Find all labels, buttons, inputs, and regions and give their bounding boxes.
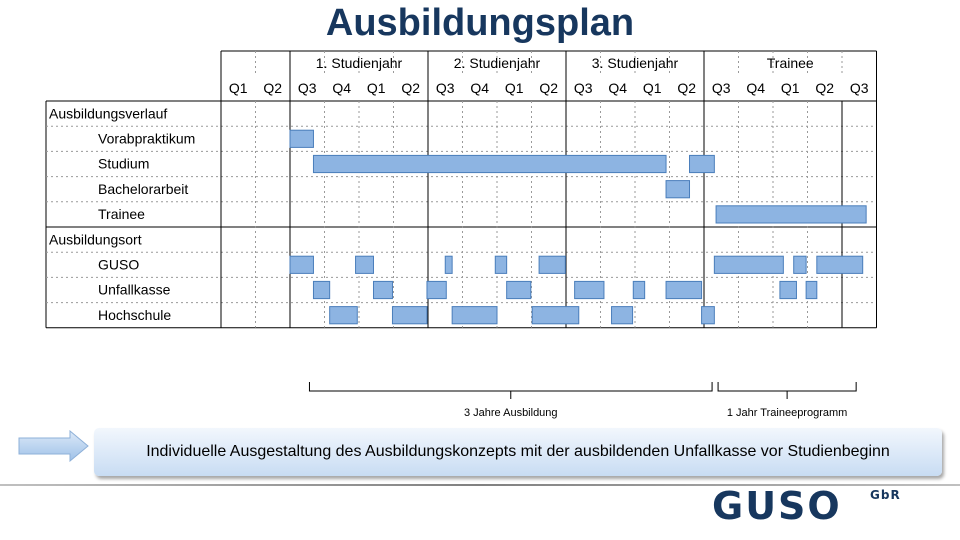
- gantt-bar: [574, 280, 605, 300]
- logo-suffix: GbR: [870, 488, 901, 502]
- quarter-header-6: Q3: [436, 80, 455, 96]
- gantt-bar: [451, 306, 498, 325]
- gantt-bar: [444, 255, 453, 274]
- gantt-bar: [312, 280, 331, 300]
- gantt-bar: [715, 205, 867, 224]
- annotation-brace: [308, 382, 713, 399]
- gantt-bar: [289, 255, 314, 274]
- quarter-header-16: Q1: [781, 80, 800, 96]
- gantt-bar: [779, 280, 797, 300]
- row-label: Bachelorarbeit: [98, 181, 188, 197]
- company-logo: GUSO GbR: [712, 484, 900, 528]
- row-label: GUSO: [98, 257, 139, 273]
- gantt-bar: [289, 129, 314, 148]
- gantt-chart: 1. Studienjahr 2. Studienjahr 3. Studienja…: [45, 50, 877, 419]
- gantt-bar: [713, 255, 784, 274]
- footer-divider: [0, 484, 960, 486]
- quarter-header-4: Q1: [367, 80, 386, 96]
- quarter-header-14: Q3: [712, 80, 731, 96]
- gantt-bar: [689, 154, 715, 174]
- section-label: Ausbildungsort: [49, 231, 142, 247]
- gantt-bar: [329, 306, 358, 325]
- row-label: Unfallkasse: [98, 282, 171, 298]
- quarter-header-0: Q1: [229, 80, 248, 96]
- gantt-bar: [701, 306, 715, 325]
- page-title: Ausbildungsplan: [325, 2, 635, 44]
- quarter-header-3: Q4: [332, 80, 351, 96]
- section-label: Ausbildungsverlauf: [49, 105, 167, 121]
- quarter-header-1: Q2: [263, 80, 282, 96]
- annotation-label: 3 Jahre Ausbildung: [464, 407, 558, 419]
- banner-text: Individuelle Ausgestaltung des Ausbildun…: [146, 443, 890, 460]
- gantt-bar: [805, 280, 818, 300]
- period-header-4: Trainee: [767, 55, 814, 71]
- row-label: Hochschule: [98, 307, 171, 323]
- gantt-bar: [793, 255, 807, 274]
- annotation-label: 1 Jahr Traineeprogramm: [727, 407, 847, 419]
- chart-grid: [45, 50, 877, 329]
- gantt-bar: [426, 280, 447, 300]
- quarter-header-17: Q2: [815, 80, 834, 96]
- period-header-3: 3. Studienjahr: [592, 55, 679, 71]
- gantt-bar: [632, 280, 646, 300]
- gantt-bar: [312, 154, 667, 174]
- gantt-bar: [611, 306, 634, 325]
- quarter-header-9: Q2: [539, 80, 558, 96]
- row-label: Studium: [98, 156, 149, 172]
- gantt-bar: [665, 280, 703, 300]
- quarter-header-15: Q4: [746, 80, 765, 96]
- row-label: Vorabpraktikum: [98, 131, 195, 147]
- quarter-header-5: Q2: [401, 80, 420, 96]
- gantt-bar: [538, 255, 566, 274]
- gantt-bar: [494, 255, 508, 274]
- info-banner: Individuelle Ausgestaltung des Ausbildun…: [94, 428, 942, 476]
- period-header-2: 2. Studienjahr: [454, 55, 541, 71]
- quarter-header-11: Q4: [608, 80, 627, 96]
- gantt-bar: [355, 255, 374, 274]
- chart-labels: 1. Studienjahr 2. Studienjahr 3. Studienja…: [49, 55, 869, 323]
- gantt-bar: [665, 180, 691, 199]
- gantt-bar: [531, 306, 580, 325]
- quarter-header-12: Q1: [643, 80, 662, 96]
- quarter-header-10: Q3: [574, 80, 593, 96]
- quarter-header-13: Q2: [677, 80, 696, 96]
- chart-braces: 3 Jahre Ausbildung 1 Jahr Traineeprogramm: [308, 382, 857, 419]
- quarter-header-18: Q3: [850, 80, 869, 96]
- arrow-right-icon: [18, 430, 89, 462]
- gantt-bar: [506, 280, 532, 300]
- chart-bars: [289, 129, 867, 325]
- annotation-brace: [717, 382, 857, 399]
- quarter-header-2: Q3: [298, 80, 317, 96]
- period-header-1: 1. Studienjahr: [316, 55, 403, 71]
- quarter-header-7: Q4: [470, 80, 489, 96]
- logo-wordmark: GUSO: [712, 484, 842, 528]
- quarter-header-8: Q1: [505, 80, 524, 96]
- gantt-bar: [816, 255, 864, 274]
- gantt-bar: [372, 280, 393, 300]
- gantt-bar: [391, 306, 428, 325]
- row-label: Trainee: [98, 206, 145, 222]
